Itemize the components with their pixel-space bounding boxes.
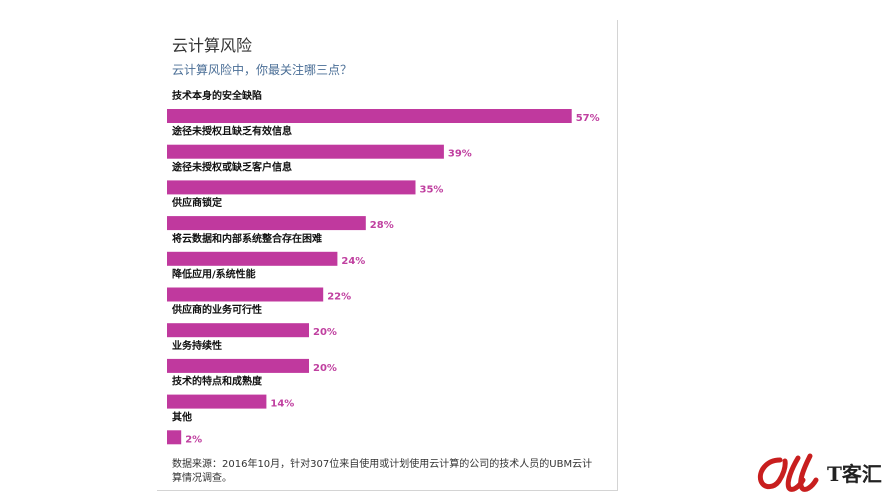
bar	[167, 180, 416, 195]
category-label: 降低应用/系统性能	[172, 268, 256, 281]
bar	[167, 216, 366, 231]
bar	[167, 287, 324, 302]
bar	[167, 323, 309, 338]
chart-frame-bottom-border	[157, 490, 618, 491]
category-label: 供应商锁定	[171, 196, 222, 209]
value-label: 57%	[576, 113, 600, 124]
value-label: 39%	[448, 149, 472, 160]
bar	[167, 430, 182, 445]
value-label: 20%	[313, 363, 337, 374]
category-label: 技术的特点和成熟度	[172, 375, 263, 388]
value-label: 35%	[420, 184, 444, 195]
bar	[167, 251, 338, 266]
category-label: 将云数据和内部系统整合存在困难	[172, 232, 322, 245]
data-source-note: 数据来源：2016年10月，针对307位来自使用或计划使用云计算的公司的技术人员…	[172, 459, 593, 484]
bar	[167, 109, 572, 123]
chart-title: 云计算风险	[172, 36, 253, 55]
value-label: 22%	[327, 292, 351, 303]
category-label: 技术本身的安全缺陷	[172, 89, 262, 102]
category-label: 其他	[172, 410, 192, 423]
value-label: 24%	[341, 256, 365, 267]
category-label: 途径未授权且缺乏有效信息	[172, 125, 292, 138]
chart-subtitle: 云计算风险中，你最关注哪三点？	[172, 63, 353, 77]
bar	[167, 394, 267, 409]
value-label: 2%	[185, 434, 202, 445]
category-label: 途径未授权或缺乏客户信息	[172, 160, 292, 173]
brand-logo-text: T客汇	[827, 462, 882, 486]
bar	[167, 358, 309, 373]
value-label: 14%	[270, 399, 294, 410]
value-label: 28%	[370, 220, 394, 231]
category-label: 供应商的业务可行性	[171, 303, 262, 316]
bar	[167, 144, 444, 159]
it-letters-logo-icon	[757, 453, 819, 492]
category-label: 业务持续性	[172, 339, 222, 352]
value-label: 20%	[313, 327, 337, 338]
